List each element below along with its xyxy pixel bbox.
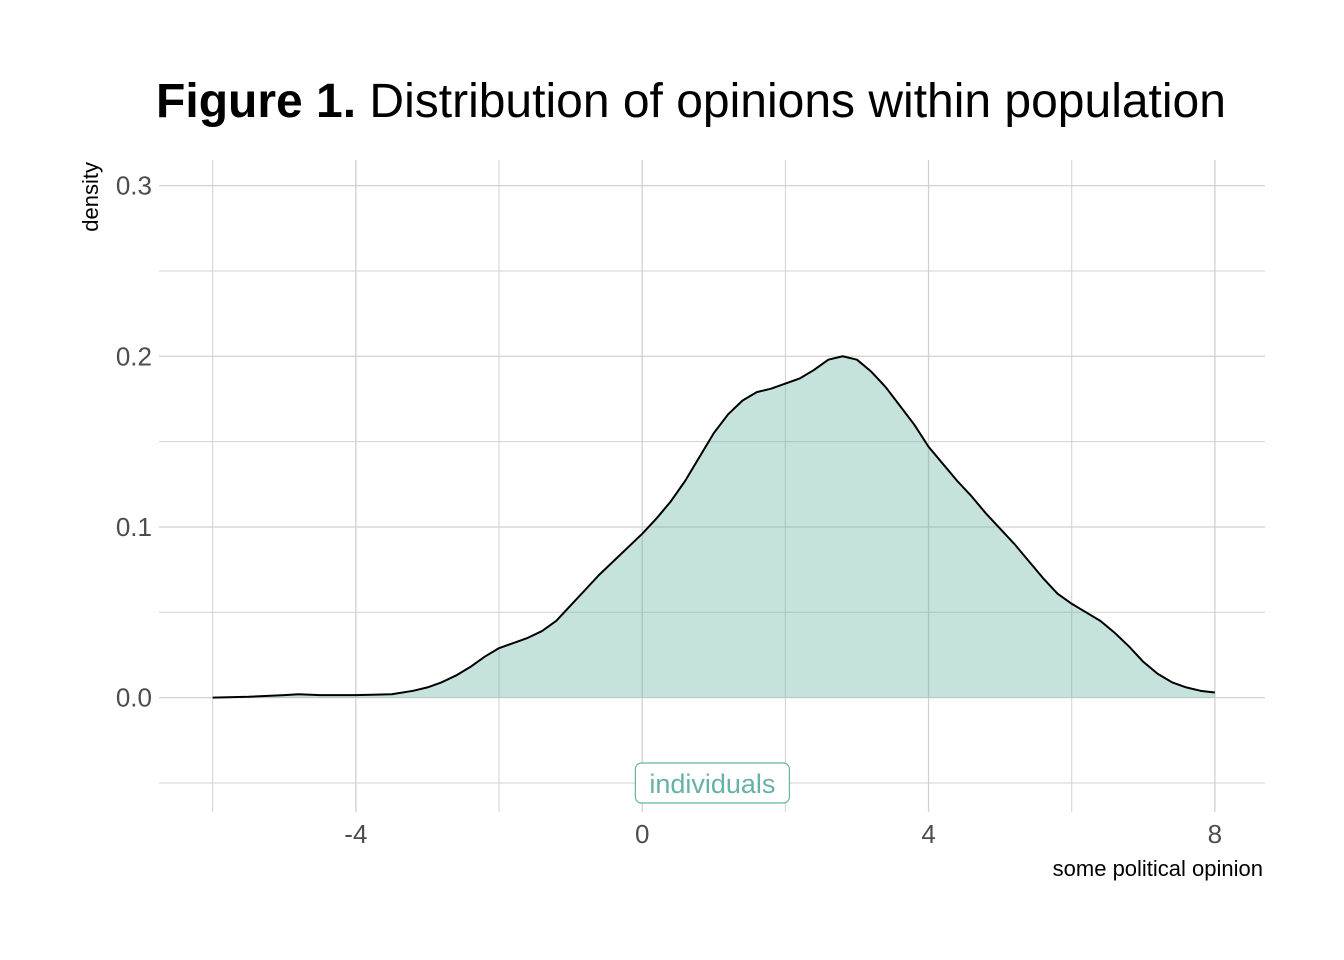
y-tick-label: 0.1	[116, 512, 152, 542]
x-axis-title: some political opinion	[1053, 856, 1263, 881]
y-tick-label: 0.2	[116, 341, 152, 371]
annotation-text: individuals	[649, 769, 775, 799]
x-tick-label: -4	[344, 819, 367, 849]
tick-labels: -4 0 4 8 0.0 0.1 0.2 0.3	[116, 171, 1222, 849]
density-line	[212, 355, 1216, 699]
grid-lines	[159, 160, 1265, 812]
chart-title-text: Distribution of opinions within populati…	[369, 75, 1226, 128]
chart-title: Figure 1. Distribution of opinions withi…	[156, 75, 1226, 128]
y-tick-label: 0.0	[116, 683, 152, 713]
x-tick-label: 0	[635, 819, 649, 849]
x-tick-label: 4	[921, 819, 935, 849]
y-tick-label: 0.3	[116, 171, 152, 201]
density-area-fill	[212, 356, 1215, 698]
x-tick-label: 8	[1208, 819, 1222, 849]
annotation-box	[634, 762, 790, 804]
density-area-group	[212, 355, 1216, 699]
chart-title-bold: Figure 1.	[156, 75, 356, 128]
y-axis-title: density	[78, 162, 103, 232]
annotation-label: individuals	[634, 762, 790, 804]
chart-title-spacer	[356, 75, 369, 128]
